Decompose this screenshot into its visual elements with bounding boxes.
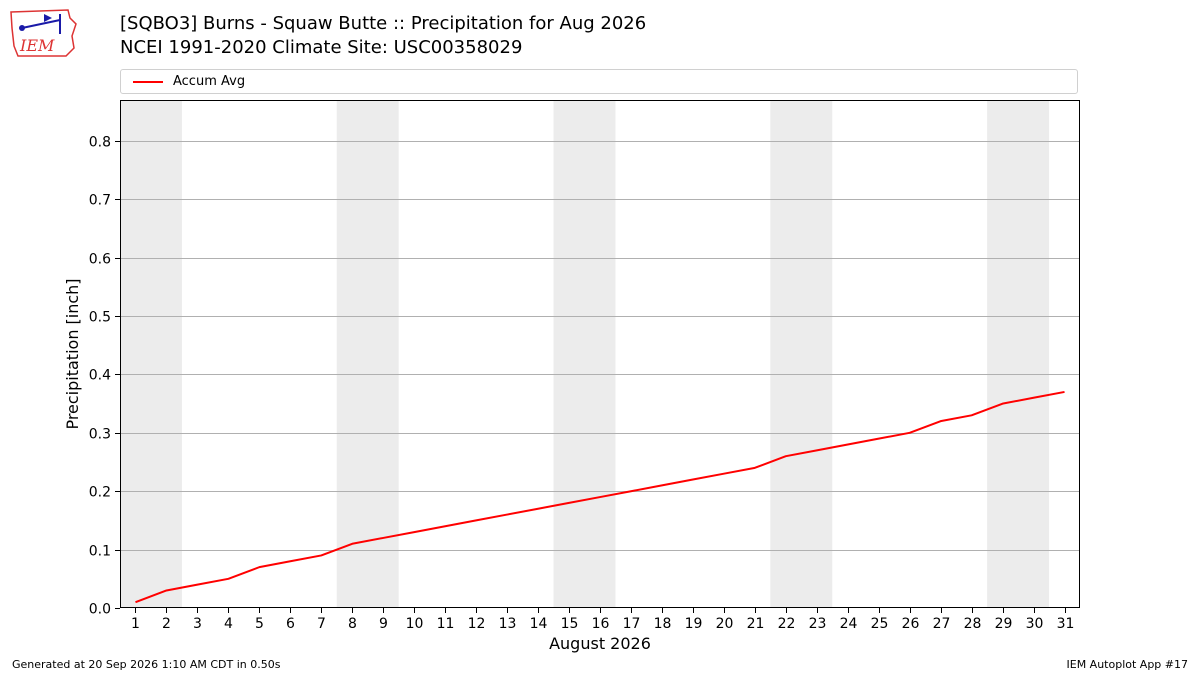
x-tick-label: 17 [623,616,641,632]
y-tick-label: 0.8 [89,135,111,151]
y-tick-label: 0.6 [89,252,111,268]
weekend-band [770,100,833,608]
weekend-bands [120,100,1050,608]
y-tick-label: 0.0 [89,602,111,618]
x-tick-label: 2 [162,616,171,632]
y-tick-label: 0.7 [89,193,111,209]
x-tick-label: 26 [902,616,920,632]
x-tick-label: 11 [437,616,455,632]
x-tick-label: 5 [255,616,264,632]
x-tick-label: 28 [964,616,982,632]
iem-logo: IEM [8,6,80,58]
x-tick-label: 7 [317,616,326,632]
y-tick-label: 0.4 [89,368,111,384]
x-tick-label: 19 [685,616,703,632]
chart-title: [SQBO3] Burns - Squaw Butte :: Precipita… [120,13,647,34]
grid-lines [120,141,1080,551]
x-tick-label: 8 [348,616,357,632]
series-lines [135,390,1065,604]
x-tick-label: 12 [468,616,486,632]
x-tick-label: 16 [592,616,610,632]
y-tick-label: 0.2 [89,485,111,501]
iowa-map-logo-icon: IEM [10,9,77,57]
x-tick-label: 25 [871,616,889,632]
x-tick-label: 21 [747,616,765,632]
weekend-band [120,100,182,608]
y-tick-label: 0.1 [89,544,111,560]
x-tick-label: 27 [933,616,951,632]
x-tick-label: 18 [654,616,672,632]
chart-subtitle: NCEI 1991-2020 Climate Site: USC00358029 [120,37,523,58]
x-tick-label: 24 [840,616,858,632]
legend-label-accum-avg: Accum Avg [173,74,246,89]
x-tick-label: 31 [1057,616,1075,632]
footer-app: IEM Autoplot App #17 [1066,658,1189,671]
x-tick-label: 15 [561,616,579,632]
legend-swatch-accum-avg [133,81,163,83]
y-tick-label: 0.5 [89,310,111,326]
x-tick-label: 14 [530,616,548,632]
x-tick-label: 13 [499,616,517,632]
x-tick-label: 3 [193,616,202,632]
x-tick-label: 22 [778,616,796,632]
x-tick-label: 9 [379,616,388,632]
x-tick-label: 20 [716,616,734,632]
weekend-band [336,100,399,608]
weekend-band [553,100,616,608]
x-tick-label: 23 [809,616,827,632]
y-axis-ticks: 0.0 0.1 0.2 0.3 0.4 0.5 0.6 0.7 0.8 [89,135,120,618]
footer-generated: Generated at 20 Sep 2026 1:10 AM CDT in … [12,658,281,671]
x-tick-label: 1 [131,616,140,632]
x-tick-label: 4 [224,616,233,632]
legend: Accum Avg [120,69,1078,94]
logo-text: IEM [19,36,55,55]
y-axis-label: Precipitation [inch] [63,278,82,429]
x-tick-label: 30 [1026,616,1044,632]
y-tick-label: 0.3 [89,427,111,443]
x-tick-label: 6 [286,616,295,632]
x-tick-label: 29 [995,616,1013,632]
weekend-band [987,100,1050,608]
x-axis-ticks: 1 2 3 4 5 6 7 8 9 10 11 12 13 14 15 16 17 18 19 20 21 22 23 24 2… [131,608,1074,632]
plot-area-frame [120,100,1080,608]
x-tick-label: 10 [406,616,424,632]
x-axis-label: August 2026 [549,634,651,653]
